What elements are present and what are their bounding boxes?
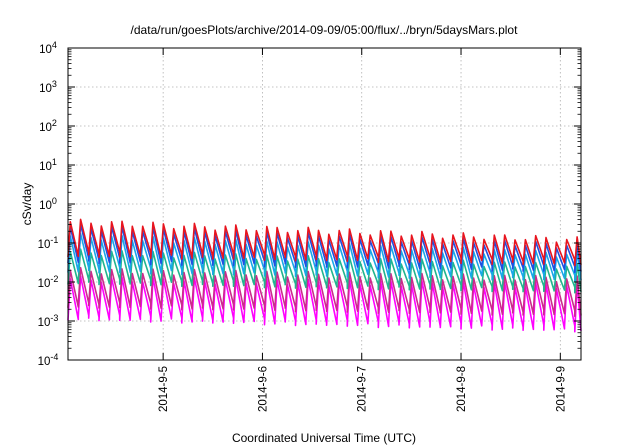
y-tick-label: 103 [39, 79, 57, 95]
y-tick-label: 10-2 [38, 274, 59, 290]
y-tick-label: 104 [39, 40, 57, 56]
y-tick-label: 10-3 [38, 313, 59, 329]
x-tick-label: 2014-9-7 [357, 366, 369, 412]
series [67, 218, 582, 267]
ticks [68, 47, 581, 361]
x-tick-label: 2014-9-9 [555, 366, 567, 412]
x-tick-label: 2014-9-5 [158, 366, 170, 412]
y-tick-labels: 10-4 10-3 10-2 10-1 100 101 102 103 104 [38, 40, 59, 368]
y-tick-label: 10-1 [38, 235, 59, 251]
x-axis-label: Coordinated Universal Time (UTC) [232, 431, 416, 445]
y-tick-label: 101 [39, 157, 57, 173]
y-axis-label: cSv/day [20, 183, 34, 226]
series [67, 248, 582, 294]
x-tick-label: 2014-9-8 [456, 366, 468, 412]
x-tick-labels: 2014-9-5 2014-9-6 2014-9-7 2014-9-8 2014-9-9 [158, 366, 567, 412]
series-line [67, 218, 582, 267]
y-tick-label: 102 [39, 118, 57, 134]
y-tick-label: 10-4 [38, 352, 59, 368]
series-group [67, 218, 582, 333]
series [67, 266, 582, 317]
series-line [67, 248, 582, 294]
y-tick-label: 100 [39, 196, 57, 212]
x-tick-label: 2014-9-6 [257, 366, 269, 412]
chart-title: /data/run/goesPlots/archive/2014-09-09/0… [131, 23, 519, 37]
series-line [67, 266, 582, 317]
